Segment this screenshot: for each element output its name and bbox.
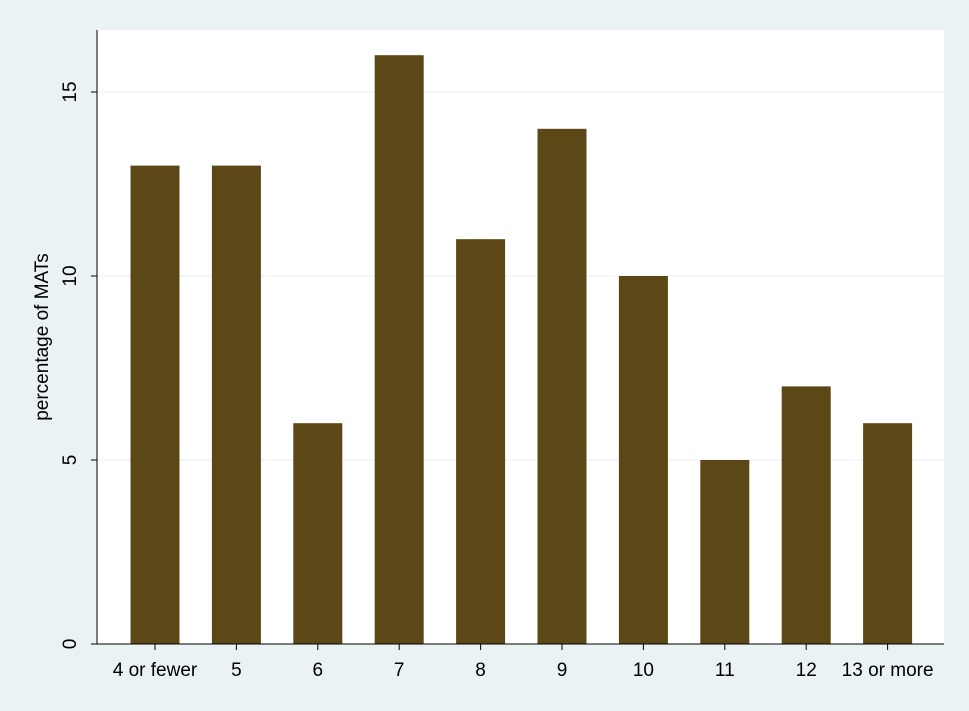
bar: [537, 128, 587, 645]
x-tick-label: 13 or more: [842, 660, 934, 681]
y-tick-label: 10: [60, 265, 81, 286]
x-tick-label: 12: [796, 660, 817, 681]
bar: [700, 460, 750, 644]
x-tick-label: 5: [231, 660, 242, 681]
bar: [293, 423, 343, 644]
y-axis-ticks: 0 5 10 15: [60, 81, 97, 649]
y-tick-label: 15: [60, 81, 81, 102]
x-tick-label: 4 or fewer: [113, 660, 198, 681]
x-axis-ticks: 4 or fewer 5 6 7 8 9 10 11 12 13 or more: [113, 644, 934, 681]
bar: [618, 276, 668, 644]
x-tick-label: 6: [313, 660, 324, 681]
bar: [863, 423, 913, 644]
y-tick-label: 0: [60, 639, 81, 650]
x-tick-label: 9: [557, 660, 568, 681]
bar: [374, 55, 424, 644]
bars: [130, 55, 913, 645]
x-tick-label: 8: [475, 660, 486, 681]
x-tick-label: 10: [633, 660, 654, 681]
y-tick-label: 5: [60, 455, 81, 466]
bar: [781, 386, 831, 644]
x-tick-label: 11: [715, 660, 735, 681]
bar: [456, 239, 506, 644]
bar: [211, 165, 261, 644]
x-tick-label: 7: [394, 660, 405, 681]
y-axis-label: percentage of MATs: [32, 253, 53, 421]
bar: [130, 165, 180, 644]
